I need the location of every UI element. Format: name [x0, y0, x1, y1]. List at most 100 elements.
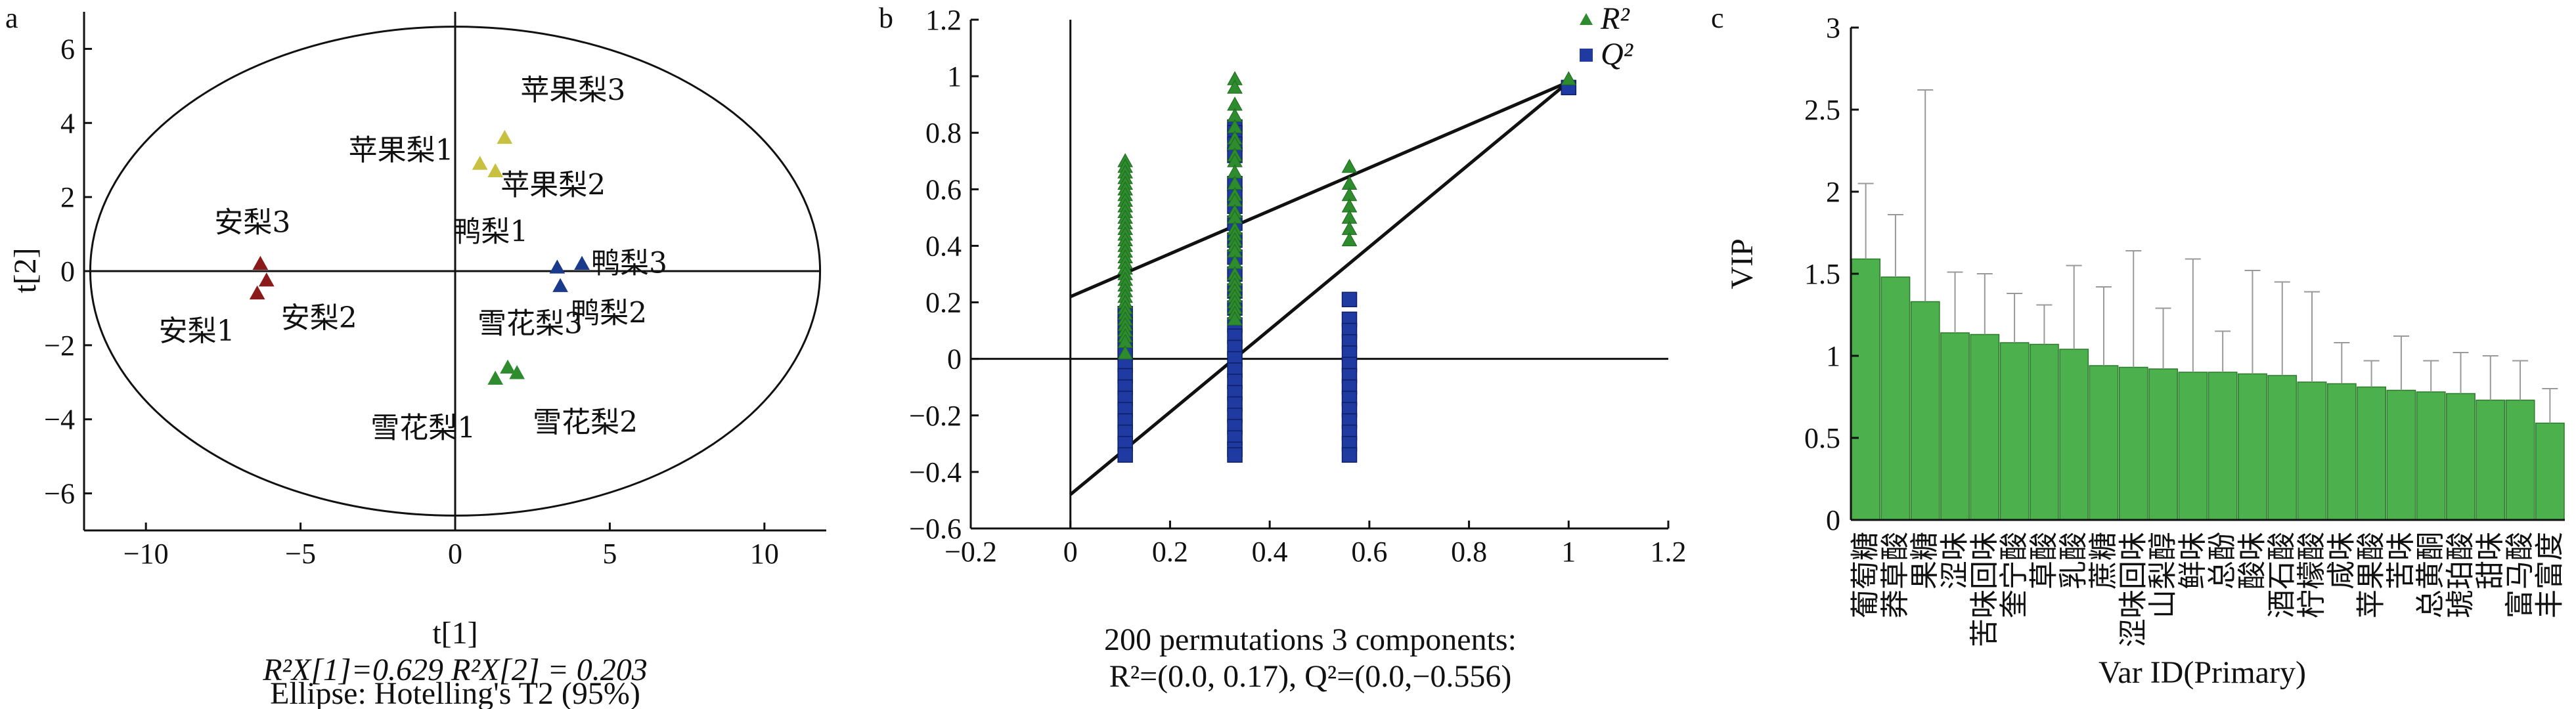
panel-a-y-tick-label: 6 [60, 33, 75, 65]
vip-bar [1999, 342, 2030, 521]
r2-point [1227, 311, 1243, 326]
vip-category-label: 咸味 [2324, 532, 2358, 590]
vip-category-label: 涩味回味 [2116, 532, 2150, 647]
legend-q2-marker [1580, 49, 1593, 62]
panel-a-x-tick-label: −10 [123, 538, 169, 570]
vip-bar [2238, 373, 2267, 521]
vip-bar [2326, 383, 2357, 521]
vip-category-label: 富马酸 [2503, 532, 2537, 618]
panel-b-x-tick-label: 1.2 [1651, 536, 1687, 568]
vip-category-label: 酒石酸 [2265, 532, 2299, 618]
vip-category-label: 苦味回味 [1968, 532, 2001, 647]
score-point-marker [549, 259, 566, 274]
vip-category-label: 甜味 [2474, 532, 2507, 590]
vip-category-label: 涩味 [1938, 532, 1972, 590]
panel-b-y-tick-label: 1 [947, 60, 962, 93]
score-point-marker [258, 272, 275, 287]
vip-bar [2267, 375, 2298, 521]
vip-category-label: 柠檬酸 [2295, 532, 2328, 618]
vip-category-label: 奎宁酸 [1997, 532, 2031, 618]
score-point-marker [252, 255, 269, 270]
panel-b-y-tick-label: −0.2 [909, 400, 962, 432]
panel-b-permutation-plot: b −0.2 0 0.2 0.4 0.6 0.8 1 1.2 −0.6 −0.4 −0.2 0 0.2 0… [879, 1, 1687, 694]
score-point-marker [500, 359, 516, 374]
panel-b-x-tick-label: 1 [1561, 536, 1576, 568]
panel-a-x-tick-label: −5 [285, 538, 316, 570]
r2-point [1341, 158, 1358, 173]
score-point-label: 雪花梨3 [477, 307, 583, 341]
vip-bar [1880, 276, 1911, 521]
vip-category-label: 丰富度 [2533, 532, 2566, 618]
panel-b-label: b [879, 2, 893, 34]
score-point-marker [472, 156, 488, 170]
vip-category-label: 鲜味 [2176, 532, 2210, 590]
vip-bar [2357, 386, 2386, 521]
panel-a-caption-r2x: R²X[1]=0.629 R²X[2] = 0.203 [262, 653, 648, 687]
panel-c-vip-plot: c 0 0.5 1 1.5 2 2.5 3 葡萄糖莽草酸果糖涩味苦味回味奎宁酸草酸乳酸蔗糖涩… [1711, 2, 2566, 690]
panel-a-x-axis-label: t[1] [432, 616, 477, 651]
score-point-marker [552, 278, 568, 292]
panel-a-caption-ellipse: Ellipse: Hotelling's T2 (95%) [270, 676, 640, 709]
panel-c-x-axis-label: Var ID(Primary) [2099, 655, 2306, 690]
vip-bar [2059, 349, 2089, 521]
score-point-label: 雪花梨1 [370, 412, 476, 445]
vip-category-label: 酸味 [2235, 532, 2269, 590]
panel-c-y-tick-label: 1.5 [1804, 258, 1840, 290]
panel-b-y-tick-label: 0.2 [925, 287, 962, 319]
r2-point [1117, 345, 1134, 360]
panel-c-y-tick-label: 0 [1826, 504, 1840, 536]
vip-bar [2118, 366, 2148, 521]
vip-bar [1910, 301, 1940, 521]
panel-b-y-tick-label: −0.6 [909, 513, 962, 545]
panel-a-score-plot: a −10 −5 0 5 10 −6 −4 −2 0 2 4 6 安梨3 安梨1 安梨2 苹果梨1 苹果梨3 苹… [5, 2, 826, 709]
panel-a-y-tick-label: −4 [44, 404, 75, 436]
panel-b-y-tick-label: 0.4 [925, 230, 962, 262]
score-point-marker [497, 129, 513, 144]
score-point-label: 鸭梨1 [452, 215, 528, 248]
vip-category-label: 蔗糖 [2087, 532, 2120, 590]
r2-point [1227, 79, 1243, 94]
score-point-marker [487, 163, 504, 177]
panel-b-x-tick-label: 0 [1063, 536, 1078, 568]
panel-b-y-tick-label: −0.4 [909, 456, 962, 488]
panel-b-caption-permutations: 200 permutations 3 components: [1104, 622, 1517, 657]
legend-q2-label: Q² [1601, 37, 1634, 72]
vip-bar [2505, 399, 2535, 521]
panel-a-y-tick-label: 2 [60, 181, 75, 213]
panel-b-y-tick-label: 0.6 [925, 173, 962, 205]
score-point-label: 安梨1 [159, 314, 235, 348]
panel-b-y-tick-label: 0.8 [925, 117, 962, 149]
vip-category-label: 莽草酸 [1878, 532, 1912, 618]
panel-c-label: c [1711, 2, 1724, 34]
panel-b-x-tick-label: 0.8 [1451, 536, 1487, 568]
vip-bar [2208, 372, 2238, 521]
vip-bar [2089, 365, 2119, 521]
panel-c-y-axis-label: VIP [1725, 238, 1760, 289]
panel-a-y-axis-label: t[2] [8, 247, 43, 293]
panel-a-y-tick-label: 0 [60, 255, 75, 288]
panel-b-y-tick-label: 1.2 [925, 4, 962, 36]
vip-bar [2297, 381, 2327, 521]
vip-bar [1970, 333, 2000, 521]
vip-bar [2030, 343, 2059, 521]
vip-bar [2148, 368, 2178, 521]
panel-c-y-tick-label: 2 [1826, 176, 1840, 208]
panel-a-y-tick-label: −6 [44, 478, 75, 510]
vip-bar [2476, 399, 2506, 521]
q2-regression-line [1069, 80, 1570, 496]
vip-category-label: 葡萄糖 [1849, 532, 1882, 618]
r2-point [1561, 71, 1577, 85]
panel-c-y-tick-label: 3 [1826, 12, 1840, 44]
panel-c-y-tick-label: 1 [1826, 340, 1840, 372]
q2-point [1117, 447, 1133, 463]
q2-point [1341, 447, 1358, 463]
score-point-marker [574, 255, 590, 270]
vip-category-label: 苦味 [2384, 532, 2418, 590]
score-point-label: 雪花梨2 [533, 406, 638, 439]
vip-category-label: 总酚 [2206, 532, 2239, 590]
panel-a-x-tick-label: 10 [750, 538, 779, 570]
score-point-label: 苹果梨2 [500, 169, 606, 202]
score-point-label: 苹果梨3 [520, 74, 625, 107]
